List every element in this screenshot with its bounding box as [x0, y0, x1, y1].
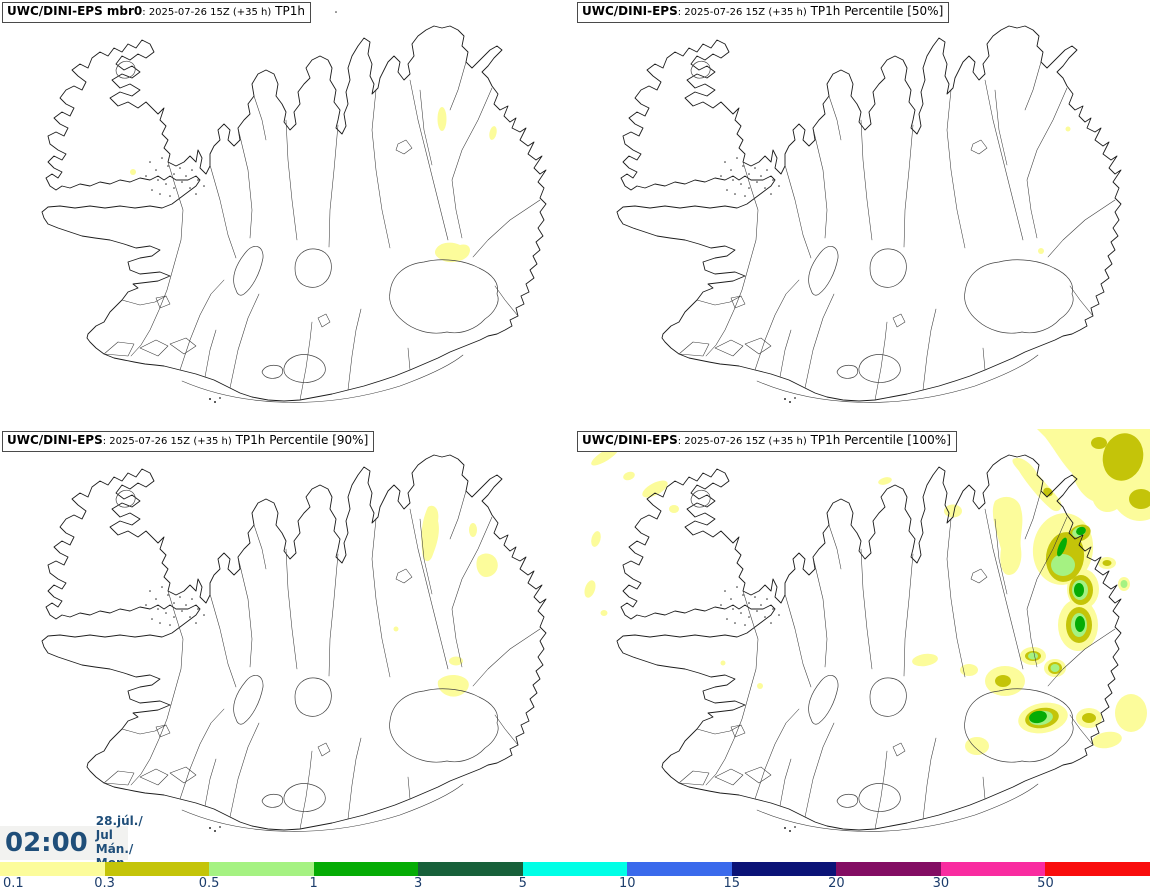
panel-title-member-0: UWC/DINI-EPS mbr0: 2025-07-26 15Z (+35 h… — [2, 2, 311, 23]
valid-date: 28.júl./ Jul Mán./ Mon — [96, 815, 143, 870]
colorbar-segment-15 — [731, 862, 837, 876]
precip-under-0.3 — [1038, 126, 1071, 254]
valid-time: 02:00 — [5, 828, 88, 858]
colorbar-tick-10: 10 — [618, 876, 636, 891]
product-label: TP1h Percentile [90%] — [235, 433, 369, 447]
run-label: : 2025-07-26 15Z (+35 h) — [142, 7, 272, 18]
model-label: UWC/DINI-EPS — [582, 433, 678, 447]
iceland-map-percentile-100 — [584, 429, 1150, 833]
colorbar-tick-30: 30 — [932, 876, 950, 891]
precipitation-colorbar — [0, 862, 1150, 876]
colorbar-tick-5: 5 — [518, 876, 527, 891]
valid-time-box: 02:00 28.júl./ Jul Mán./ Mon — [0, 815, 143, 870]
colorbar-segment-0.1 — [0, 862, 106, 876]
panel-percentile-90: UWC/DINI-EPS: 2025-07-26 15Z (+35 h) TP1… — [0, 429, 575, 858]
run-label: : 2025-07-26 15Z (+35 h) — [677, 436, 807, 447]
model-label: UWC/DINI-EPS — [582, 4, 678, 18]
colorbar-tick-50: 50 — [1037, 876, 1054, 891]
colorbar-tick-0.3: 0.3 — [94, 876, 115, 891]
product-label: TP1h — [275, 4, 305, 18]
colorbar-tick-15: 15 — [723, 876, 741, 891]
valid-date-line1: 28.júl./ Jul — [95, 814, 143, 843]
colorbar-tick-labels: 0.1 0.3 0.5 1 3 5 10 15 20 30 50 — [0, 876, 1150, 891]
colorbar-segment-30 — [940, 862, 1046, 876]
panel-member-0: UWC/DINI-EPS mbr0: 2025-07-26 15Z (+35 h… — [0, 0, 575, 429]
colorbar-segment-5 — [522, 862, 628, 876]
run-label: : 2025-07-26 15Z (+35 h) — [677, 7, 807, 18]
colorbar-segment-10 — [627, 862, 733, 876]
colorbar-tick-3: 3 — [414, 876, 423, 891]
precip-1-3 — [1029, 526, 1086, 724]
product-label: TP1h Percentile [50%] — [810, 4, 944, 18]
product-label: TP1h Percentile [100%] — [810, 433, 951, 447]
panel-percentile-100: UWC/DINI-EPS: 2025-07-26 15Z (+35 h) TP1… — [575, 429, 1150, 858]
colorbar-segment-50 — [1045, 862, 1150, 876]
panel-title-percentile-50: UWC/DINI-EPS: 2025-07-26 15Z (+35 h) TP1… — [577, 2, 950, 23]
colorbar-segment-1 — [313, 862, 419, 876]
precip-under-0.3 — [130, 107, 497, 263]
colorbar-segment-3 — [418, 862, 524, 876]
colorbar-segment-0.5 — [209, 862, 315, 876]
colorbar-segment-20 — [836, 862, 942, 876]
iceland-map-member-0 — [41, 10, 547, 404]
precip-under-0.3 — [584, 429, 1150, 755]
precip-under-0.3 — [393, 505, 498, 697]
iceland-map-percentile-90 — [41, 439, 547, 833]
panel-percentile-50: UWC/DINI-EPS: 2025-07-26 15Z (+35 h) TP1… — [575, 0, 1150, 429]
model-label: UWC/DINI-EPS — [7, 433, 103, 447]
panel-title-percentile-100: UWC/DINI-EPS: 2025-07-26 15Z (+35 h) TP1… — [577, 431, 957, 452]
colorbar-segment-0.3 — [104, 862, 210, 876]
model-label: UWC/DINI-EPS mbr0 — [7, 4, 143, 18]
colorbar-tick-0.5: 0.5 — [198, 876, 220, 891]
iceland-map-percentile-50 — [616, 10, 1122, 404]
colorbar-tick-1: 1 — [309, 876, 318, 891]
colorbar-tick-20: 20 — [828, 876, 845, 891]
run-label: : 2025-07-26 15Z (+35 h) — [102, 436, 232, 447]
colorbar-tick-0.1: 0.1 — [3, 876, 24, 891]
panel-title-percentile-90: UWC/DINI-EPS: 2025-07-26 15Z (+35 h) TP1… — [2, 431, 375, 452]
